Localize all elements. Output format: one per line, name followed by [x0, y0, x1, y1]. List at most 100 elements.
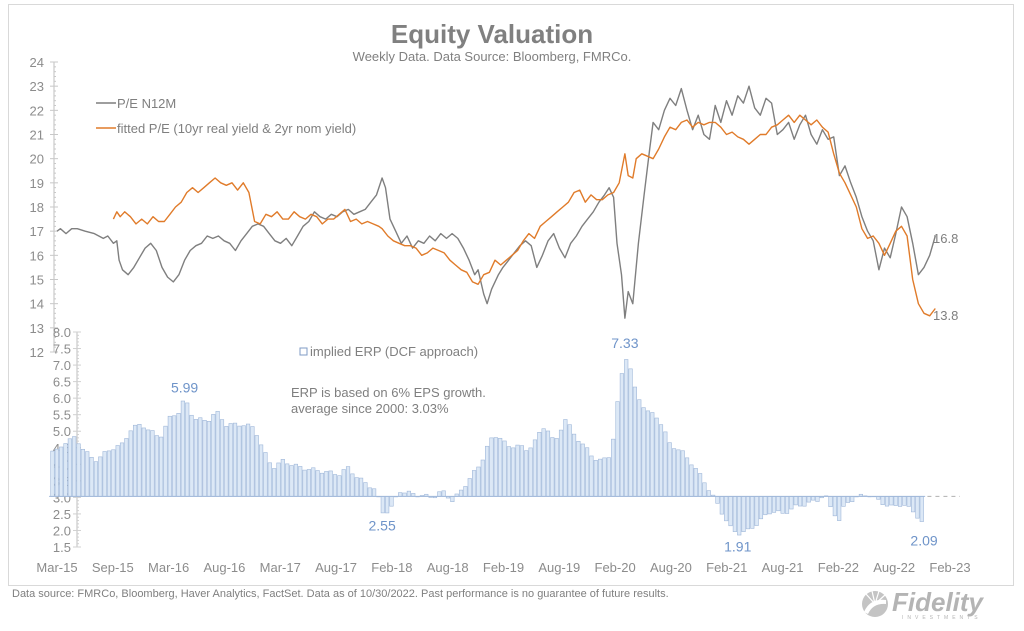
erp-y-tick-label: 7.5: [53, 342, 71, 357]
erp-bar: [124, 438, 129, 497]
erp-bar: [485, 445, 490, 497]
erp-y-tick-label: 2.0: [53, 523, 71, 538]
erp-bar: [472, 470, 477, 497]
erp-bar: [141, 427, 146, 497]
erp-bar: [511, 447, 516, 497]
erp-bar: [176, 413, 181, 497]
erp-bar: [719, 496, 724, 515]
erp-y-tick-label: 5.5: [53, 408, 71, 423]
erp-bar: [93, 461, 99, 497]
erp-bar: [628, 368, 633, 497]
erp-bar: [319, 472, 325, 497]
erp-bar: [398, 492, 403, 497]
x-tick-label: Mar-17: [260, 560, 301, 575]
erp-bar: [571, 433, 577, 497]
erp-bar: [619, 373, 624, 497]
pe-y-tick-label: 24: [30, 55, 44, 70]
erp-bar: [528, 447, 533, 497]
erp-bar: [550, 437, 555, 497]
pe-end-label: 16.8: [933, 231, 958, 246]
erp-bar: [389, 496, 394, 507]
erp-bar: [789, 496, 794, 510]
erp-bar: [150, 430, 155, 497]
erp-bar: [537, 432, 542, 497]
erp-bar: [884, 496, 890, 507]
erp-bar: [845, 496, 850, 503]
x-tick-label: Aug-18: [427, 560, 469, 575]
erp-bar: [624, 359, 629, 497]
erp-bar: [802, 496, 807, 507]
pe-y-tick-label: 23: [30, 79, 44, 94]
erp-bar: [280, 459, 285, 497]
erp-bar: [728, 496, 733, 527]
erp-bar: [89, 456, 94, 497]
erp-bar: [111, 449, 116, 497]
erp-bar: [806, 496, 811, 503]
erp-bar: [545, 430, 551, 497]
erp-bar: [750, 496, 755, 529]
erp-bar: [793, 496, 798, 506]
erp-bar: [506, 446, 511, 497]
erp-bar: [837, 496, 842, 521]
x-tick-label: Mar-16: [148, 560, 189, 575]
erp-bar: [367, 487, 372, 497]
erp-bar: [128, 430, 133, 497]
sunburst-icon: [862, 590, 888, 617]
erp-bar: [502, 440, 507, 497]
erp-bar: [832, 496, 837, 517]
pe-n12m-line: [56, 85, 936, 319]
chart-svg: Equity Valuation Weekly Data. Data Sourc…: [30, 19, 971, 575]
x-tick-label: Aug-16: [203, 560, 245, 575]
erp-bar: [232, 422, 238, 497]
erp-bar: [532, 439, 538, 497]
x-tick-label: Sep-15: [92, 560, 134, 575]
x-tick-label: Feb-22: [818, 560, 859, 575]
erp-data-label: 2.55: [369, 517, 396, 533]
erp-bar: [315, 470, 320, 497]
erp-bar: [906, 496, 911, 507]
erp-bar: [658, 424, 664, 497]
erp-bar: [450, 496, 455, 502]
erp-bar: [167, 415, 172, 497]
erp-bar: [332, 474, 338, 497]
legend-erp: implied ERP (DCF approach): [299, 344, 478, 359]
erp-bar: [889, 496, 894, 506]
erp-bar: [911, 496, 916, 513]
legend-label-erp: implied ERP (DCF approach): [310, 344, 478, 359]
erp-bar: [493, 437, 498, 497]
erp-bar: [302, 469, 307, 497]
erp-bar: [589, 455, 594, 497]
erp-bar: [345, 466, 351, 497]
erp-bar: [606, 457, 611, 497]
erp-bar: [919, 496, 924, 522]
erp-bar: [72, 436, 77, 497]
erp-bar: [359, 477, 364, 497]
erp-bar: [115, 445, 120, 497]
erp-bar: [880, 496, 885, 505]
erp-bar: [654, 417, 659, 497]
erp-bar: [206, 421, 212, 497]
erp-bar: [650, 412, 655, 497]
erp-y-tick-label: 6.0: [53, 391, 71, 406]
erp-bar: [480, 459, 485, 497]
erp-data-label: 5.99: [171, 379, 198, 395]
erp-bar: [106, 450, 112, 497]
erp-bar: [780, 496, 785, 514]
erp-bar: [663, 431, 668, 497]
erp-bar: [298, 466, 303, 497]
fitted-pe-line: [112, 114, 936, 317]
erp-bar: [306, 469, 311, 497]
erp-bar: [211, 414, 216, 497]
pe-y-tick-label: 15: [30, 273, 44, 288]
x-tick-label: Feb-19: [483, 560, 524, 575]
erp-bar: [324, 471, 329, 497]
erp-bar: [593, 460, 598, 497]
erp-bar: [519, 445, 524, 497]
legend-pe: P/E N12M fitted P/E (10yr real yield & 2…: [96, 96, 356, 136]
erp-y-tick-label: 2.5: [53, 507, 71, 522]
erp-bar: [811, 496, 816, 501]
erp-bar: [615, 401, 620, 497]
erp-bar: [706, 490, 711, 497]
erp-bar: [841, 496, 846, 507]
erp-data-label: 7.33: [611, 335, 638, 351]
